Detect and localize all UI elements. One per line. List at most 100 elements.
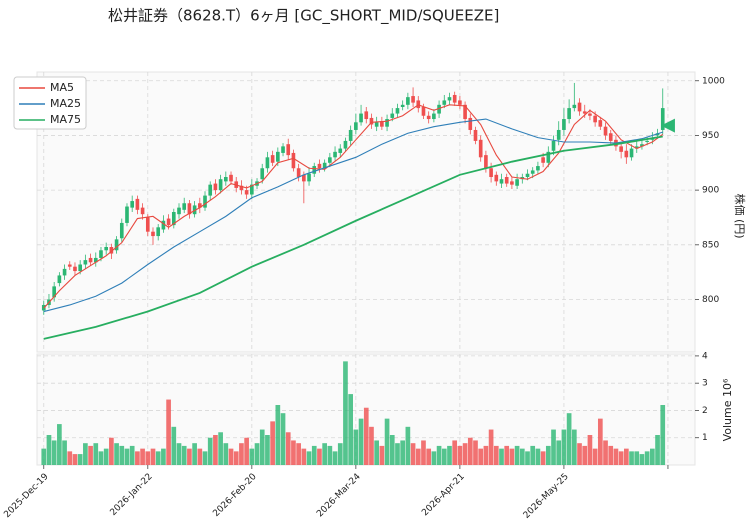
candle-body (411, 96, 415, 103)
candle-body (556, 129, 561, 140)
candle-body (151, 231, 155, 237)
volume-bar (441, 448, 447, 465)
volume-bar (405, 426, 411, 465)
candle-body (437, 104, 441, 114)
candle-body (307, 173, 311, 182)
candle-body (619, 146, 623, 152)
volume-bar (457, 445, 463, 465)
candle-body (302, 174, 306, 182)
volume-bar (603, 440, 608, 465)
candle-body (213, 183, 218, 191)
volume-bar (467, 437, 473, 465)
volume-bar (140, 448, 145, 465)
candle-body (62, 268, 67, 276)
signal-marker (660, 118, 675, 133)
y-tick-label: 1000 (702, 76, 725, 86)
candle-body (494, 174, 499, 182)
volume-bar (124, 448, 130, 465)
candle-body (364, 111, 369, 120)
candle-body (354, 122, 358, 130)
candle-body (166, 218, 171, 226)
volume-bar (83, 443, 88, 465)
candle-body (88, 257, 93, 263)
volume-bar (280, 413, 286, 465)
candle-body (374, 122, 379, 127)
volume-bar (275, 405, 281, 465)
volume-bar (655, 435, 660, 465)
candle-body (333, 151, 337, 158)
candle-body (598, 120, 603, 127)
candle-body (478, 139, 483, 158)
candle-body (312, 166, 317, 174)
volume-bar (327, 445, 333, 465)
candle-body (140, 207, 145, 215)
volume-bar (187, 448, 192, 465)
volume-bar (259, 429, 265, 465)
y-tick-label: 850 (702, 240, 719, 250)
candle-body (156, 227, 161, 237)
volume-bar (363, 407, 369, 465)
candle-body (530, 170, 535, 174)
legend-label: MA25 (50, 97, 81, 110)
candle-body (57, 275, 62, 284)
volume-bar (415, 448, 421, 465)
candle-body (343, 140, 348, 149)
volume-bar (535, 448, 541, 465)
volume-bar (197, 448, 203, 465)
volume-bar (129, 445, 135, 465)
volume-bar (566, 413, 572, 465)
candle-body (499, 179, 504, 184)
volume-bar (254, 443, 260, 465)
volume-bar (395, 443, 400, 465)
candle-body (536, 166, 540, 171)
volume-bar (384, 418, 390, 465)
volume-bar (166, 399, 171, 465)
volume-bar (519, 448, 525, 465)
volume-bar (46, 435, 52, 465)
volume-bar (582, 445, 588, 465)
candle-body (473, 129, 478, 141)
volume-bar (431, 451, 437, 465)
volume-bar (514, 445, 520, 465)
candle-body (229, 174, 233, 182)
volume-bar (332, 451, 338, 465)
volume-bar (400, 440, 406, 465)
volume-bar (452, 440, 458, 465)
volume-bar (207, 437, 213, 465)
candle-body (114, 239, 119, 251)
candle-body (452, 94, 457, 103)
volume-bar (270, 421, 275, 465)
candle-body (432, 113, 436, 120)
candle-body (265, 157, 270, 169)
volume-bar (176, 443, 182, 465)
volume-bar (369, 426, 374, 465)
candle-body (577, 102, 582, 112)
y2-tick-label: 2 (702, 406, 708, 416)
volume-bar (493, 445, 499, 465)
candle-body (468, 117, 473, 130)
volume-bar (623, 448, 629, 465)
volume-bar (551, 429, 556, 465)
candle-body (161, 220, 166, 230)
volume-bar (577, 443, 582, 465)
volume-bar (103, 448, 109, 465)
y-tick-label: 950 (702, 131, 719, 141)
candle-body (83, 260, 88, 265)
volume-bar (561, 429, 567, 465)
legend-label: MA5 (50, 81, 74, 94)
volume-bar (488, 429, 494, 465)
candle-body (187, 203, 192, 215)
volume-bar (618, 451, 624, 465)
candle-body (447, 97, 452, 101)
volume-bar (639, 454, 645, 465)
candle-body (593, 115, 597, 123)
candle-body (572, 104, 577, 109)
volume-bar (613, 448, 619, 465)
volume-bar (228, 448, 234, 465)
y-axis-label: 株価 (円) (733, 193, 747, 238)
y-tick-label: 800 (702, 295, 719, 305)
volume-bar (306, 451, 312, 465)
volume-bar (587, 435, 593, 465)
ma-line (43, 118, 663, 313)
candle-body (328, 157, 332, 163)
